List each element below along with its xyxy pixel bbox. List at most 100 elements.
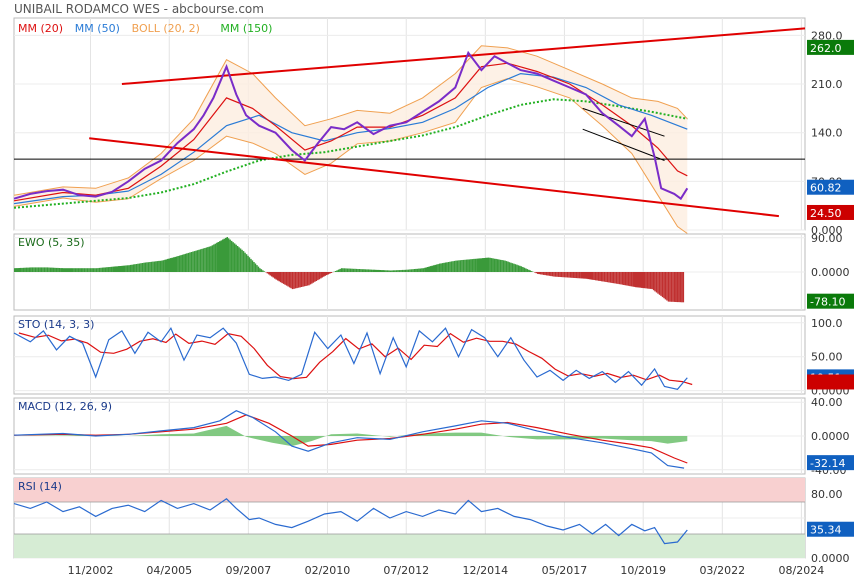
ewo-bar bbox=[336, 270, 338, 272]
ewo-bar bbox=[259, 268, 261, 272]
ewo-bar bbox=[474, 258, 477, 272]
x-tick-label: 10/2019 bbox=[620, 564, 666, 577]
y-tick-label: 0.000 bbox=[811, 224, 843, 237]
mm150-line bbox=[13, 98, 688, 209]
ewo-bar bbox=[303, 272, 306, 287]
ewo-bar bbox=[401, 269, 404, 272]
ewo-bar bbox=[373, 269, 375, 272]
ewo-bar bbox=[205, 247, 208, 272]
ewo-bar bbox=[257, 266, 260, 272]
ewo-bar bbox=[569, 272, 572, 278]
ewo-bar bbox=[456, 260, 459, 272]
ewo-bar bbox=[285, 272, 288, 286]
ewo-bar bbox=[642, 272, 644, 289]
ewo-bar bbox=[605, 272, 607, 282]
ewo-bar bbox=[487, 257, 490, 272]
ewo-bar bbox=[248, 257, 251, 272]
y-tick-label: 100.0 bbox=[811, 317, 843, 330]
ewo-bar bbox=[612, 272, 615, 284]
ewo-bar bbox=[152, 261, 154, 272]
ewo-bar bbox=[42, 267, 44, 272]
ewo-bar bbox=[86, 268, 89, 272]
ewo-bar bbox=[340, 268, 343, 272]
ewo-bar bbox=[40, 267, 43, 272]
ewo-bar bbox=[547, 272, 549, 276]
ewo-bar bbox=[575, 272, 578, 279]
ewo-bar bbox=[578, 272, 581, 279]
ewo-bar bbox=[615, 272, 618, 284]
ewo-bar bbox=[602, 272, 604, 282]
ewo-bar bbox=[235, 244, 237, 272]
ewo-bar bbox=[178, 255, 181, 272]
ewo-bar bbox=[366, 269, 368, 272]
ewo-bar bbox=[210, 246, 212, 272]
ewo-bar bbox=[287, 272, 289, 287]
ewo-bar bbox=[499, 259, 502, 272]
ewo-bar bbox=[508, 262, 511, 272]
ewo-bar bbox=[326, 272, 328, 276]
ewo-bar bbox=[140, 263, 142, 272]
price-badge-value: 60.82 bbox=[810, 182, 842, 195]
ewo-bar bbox=[121, 265, 123, 272]
ewo-bar bbox=[664, 272, 667, 300]
trendline-upper bbox=[121, 27, 806, 85]
ewo-bar bbox=[245, 254, 248, 272]
ewo-bar bbox=[297, 272, 300, 288]
ewo-bar bbox=[482, 258, 484, 272]
x-tick-label: 11/2002 bbox=[68, 564, 114, 577]
ewo-bar bbox=[428, 266, 430, 272]
ewo-bar bbox=[141, 263, 144, 272]
ewo-bar bbox=[238, 247, 240, 272]
ewo-bar bbox=[66, 268, 68, 272]
ewo-bar bbox=[103, 267, 105, 272]
ewo-bar bbox=[196, 250, 199, 272]
ewo-bar bbox=[282, 272, 285, 284]
macd-line bbox=[13, 410, 685, 469]
ewo-bar bbox=[587, 272, 589, 280]
ewo-bar bbox=[501, 260, 503, 272]
ewo-bar bbox=[71, 268, 74, 272]
ewo-bar bbox=[492, 258, 494, 272]
ewo-bar bbox=[513, 263, 515, 272]
ewo-bar bbox=[83, 268, 86, 272]
ewo-bar bbox=[159, 260, 162, 272]
ewo-bar bbox=[79, 268, 81, 272]
ewo-bar bbox=[632, 272, 634, 287]
ewo-bar bbox=[627, 272, 630, 286]
ewo-bar bbox=[421, 268, 423, 272]
ewo-bar bbox=[109, 267, 111, 272]
ewo-bar bbox=[596, 272, 598, 281]
ewo-bar bbox=[391, 270, 393, 272]
ewo-bar bbox=[17, 268, 19, 272]
ewo-bar bbox=[161, 260, 163, 272]
ewo-bar bbox=[609, 272, 612, 283]
ewo-bar bbox=[446, 262, 448, 272]
ewo-bar bbox=[19, 267, 22, 272]
ewo-bar bbox=[33, 267, 35, 272]
ewo-bar bbox=[572, 272, 575, 278]
ewo-bar bbox=[403, 269, 405, 272]
ewo-bar bbox=[577, 272, 579, 279]
ewo-bar bbox=[330, 272, 332, 273]
ewo-bar bbox=[670, 272, 673, 302]
ewo-bar bbox=[523, 267, 526, 272]
ewo-bar bbox=[447, 262, 450, 272]
ewo-bar bbox=[663, 272, 665, 299]
ewo-bar bbox=[76, 268, 78, 272]
ewo-bar bbox=[202, 248, 205, 272]
ewo-bar bbox=[107, 267, 110, 272]
ewo-bar bbox=[110, 266, 113, 272]
ewo-bar bbox=[620, 272, 622, 285]
ewo-bar bbox=[346, 268, 349, 272]
ewo-bar bbox=[239, 248, 242, 272]
ewo-bar bbox=[302, 272, 304, 287]
ewo-bar bbox=[581, 272, 583, 279]
ewo-bar bbox=[219, 241, 221, 272]
ewo-bar bbox=[490, 258, 493, 272]
ewo-bar bbox=[565, 272, 567, 278]
ewo-bar bbox=[80, 268, 83, 272]
ewo-bar bbox=[633, 272, 635, 287]
ewo-bar bbox=[351, 268, 353, 272]
ewo-bar bbox=[502, 260, 505, 272]
ewo-bar bbox=[381, 270, 383, 272]
